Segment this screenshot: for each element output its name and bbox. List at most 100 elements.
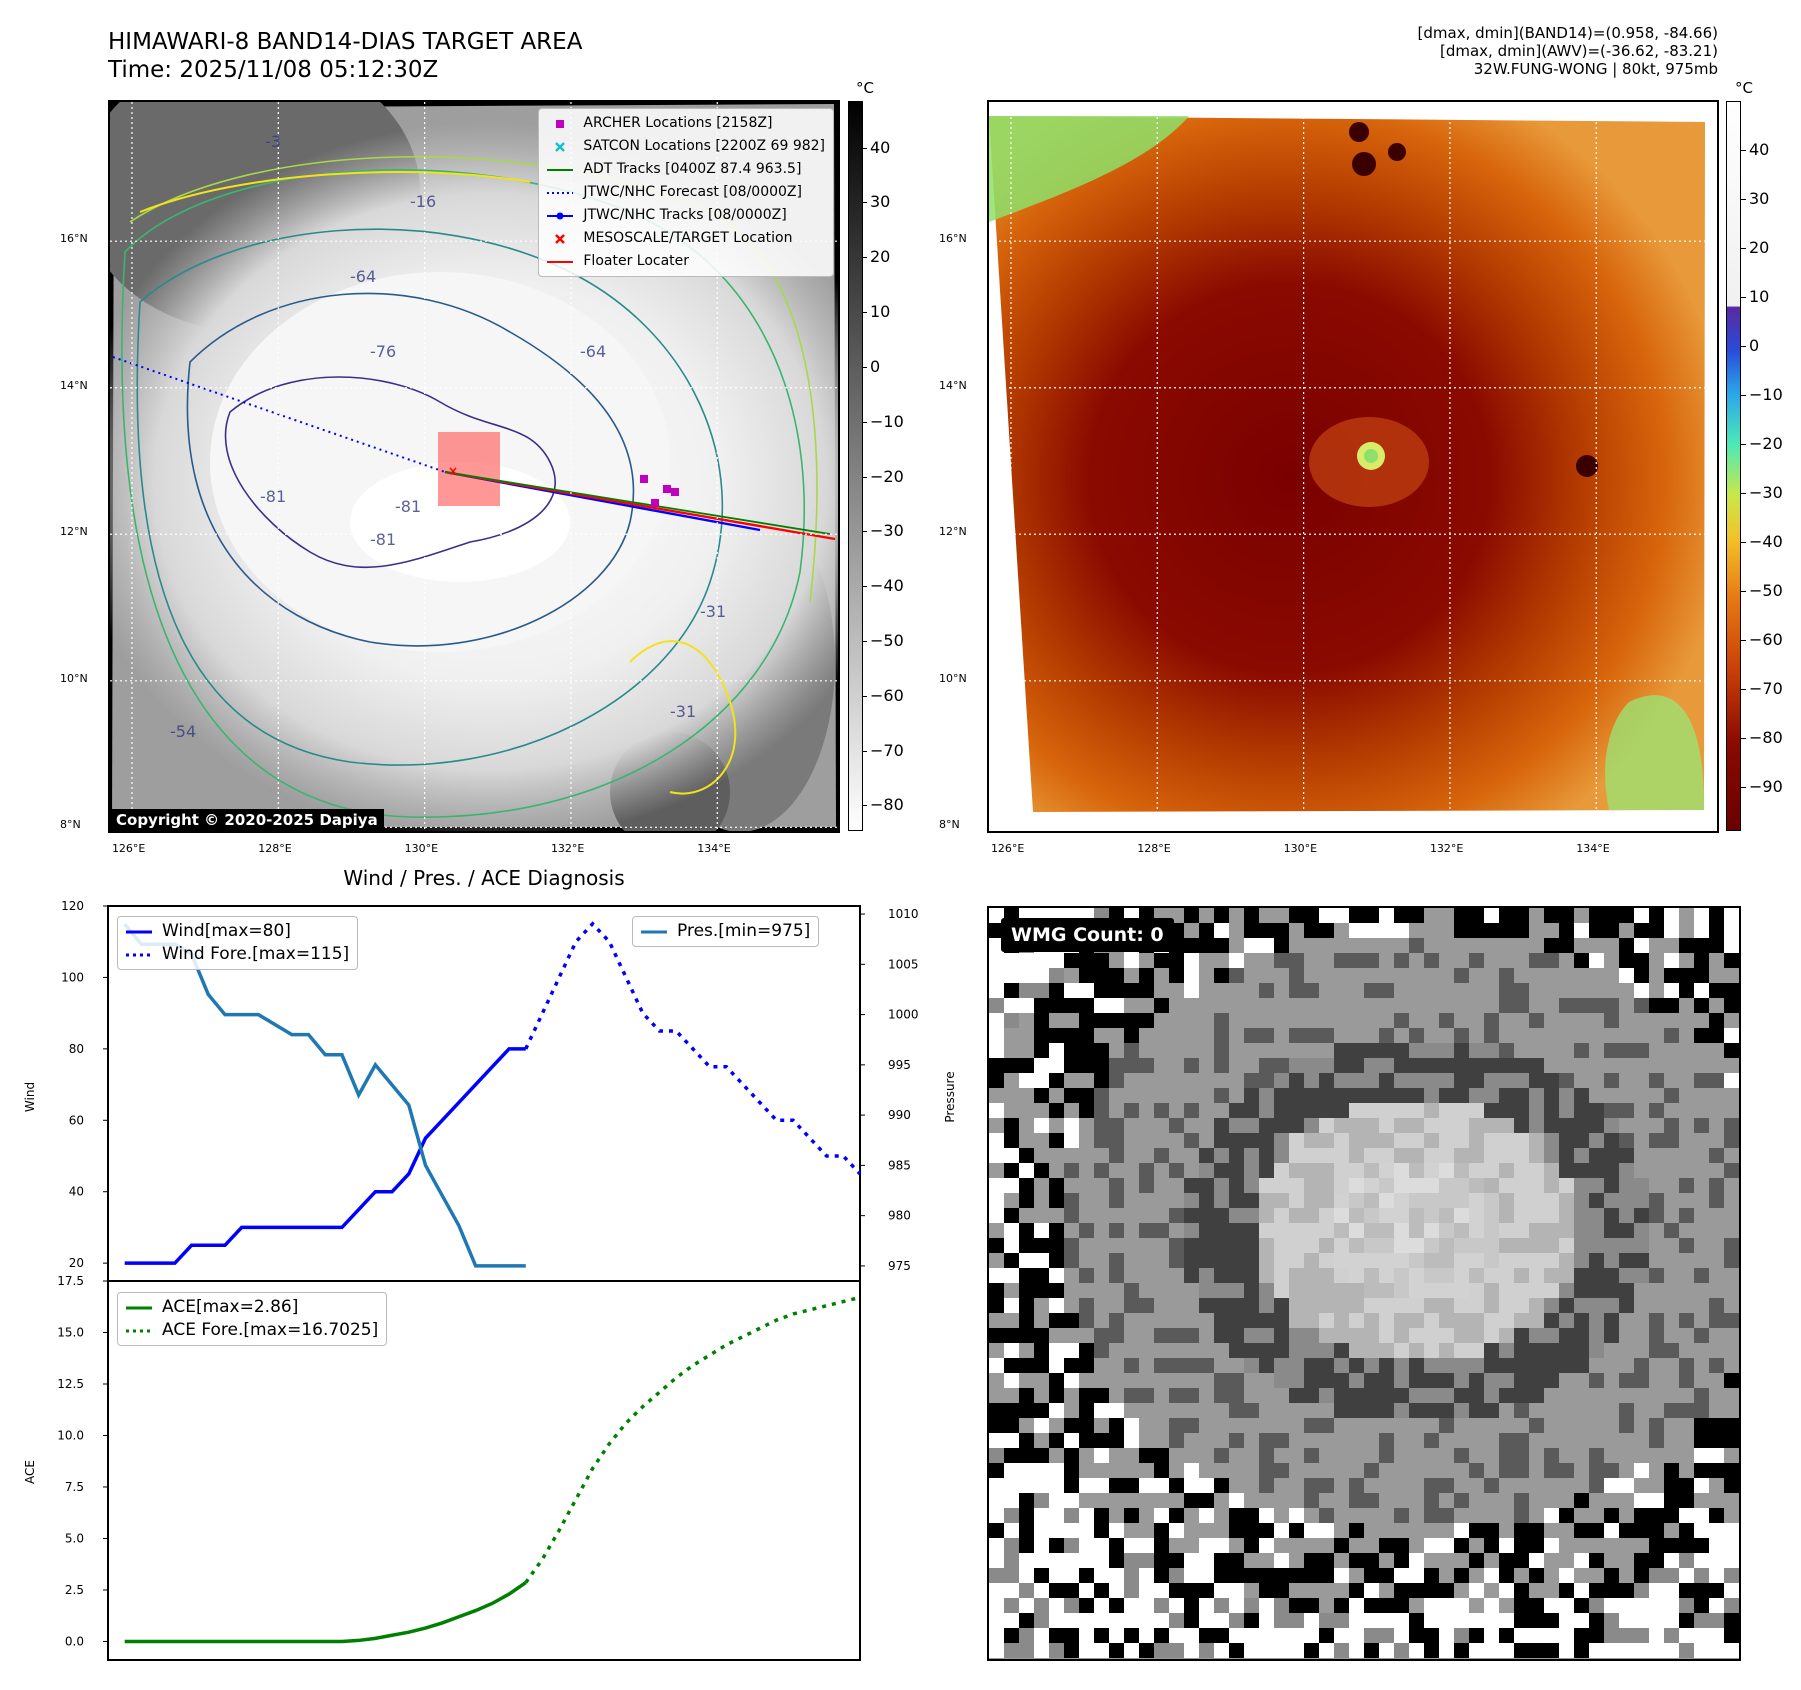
wmg-cell bbox=[1289, 1118, 1304, 1133]
wmg-cell bbox=[1094, 1493, 1109, 1508]
wmg-cell bbox=[1364, 1493, 1379, 1508]
legend-symbol bbox=[547, 210, 574, 222]
wmg-cell bbox=[1169, 1628, 1184, 1643]
wmg-cell bbox=[1124, 1553, 1139, 1568]
wmg-cell bbox=[1184, 1538, 1199, 1553]
wmg-cell bbox=[1664, 953, 1679, 968]
wmg-cell bbox=[1529, 1178, 1544, 1193]
colorbar-tick-mark bbox=[862, 750, 867, 752]
wmg-cell bbox=[1004, 1223, 1019, 1238]
wmg-cell bbox=[1514, 908, 1529, 923]
wmg-cell bbox=[1259, 1073, 1274, 1088]
wmg-cell bbox=[1109, 1598, 1124, 1613]
wmg-cell bbox=[1019, 1493, 1034, 1508]
wmg-cell bbox=[1484, 1148, 1499, 1163]
wmg-cell bbox=[1139, 1493, 1154, 1508]
wmg-cell bbox=[1364, 1028, 1379, 1043]
wmg-cell bbox=[1439, 923, 1454, 938]
wmg-cell bbox=[1199, 1193, 1214, 1208]
wmg-cell bbox=[1319, 1478, 1334, 1493]
wmg-cell bbox=[1259, 1598, 1274, 1613]
wmg-cell bbox=[1574, 1268, 1589, 1283]
wmg-cell bbox=[1619, 1193, 1634, 1208]
wmg-cell bbox=[1349, 1298, 1364, 1313]
wmg-cell bbox=[1679, 968, 1694, 983]
wmg-cell bbox=[1214, 1268, 1229, 1283]
wmg-cell bbox=[1274, 1223, 1289, 1238]
wmg-cell bbox=[1289, 1283, 1304, 1298]
wmg-cell bbox=[1679, 1208, 1694, 1223]
wmg-cell bbox=[1349, 1448, 1364, 1463]
wmg-cell bbox=[1289, 1568, 1304, 1583]
wmg-cell bbox=[1514, 1448, 1529, 1463]
wmg-cell bbox=[1364, 1583, 1379, 1598]
wmg-cell bbox=[1349, 1598, 1364, 1613]
wmg-cell bbox=[1724, 1013, 1739, 1028]
wmg-cell bbox=[1379, 1253, 1394, 1268]
wmg-cell bbox=[1259, 1148, 1274, 1163]
wmg-cell bbox=[989, 1073, 1004, 1088]
wmg-cell bbox=[1334, 1448, 1349, 1463]
wmg-cell bbox=[1124, 1058, 1139, 1073]
ace-legend: ACE[max=2.86] ACE Fore.[max=16.7025] bbox=[117, 1292, 388, 1346]
wmg-cell bbox=[1724, 1508, 1739, 1523]
wmg-cell bbox=[1229, 1028, 1244, 1043]
wmg-cell bbox=[1544, 908, 1559, 923]
wmg-cell bbox=[1019, 1253, 1034, 1268]
wmg-cell bbox=[1649, 1208, 1664, 1223]
wmg-cell bbox=[1664, 1418, 1679, 1433]
wmg-cell bbox=[1454, 1403, 1469, 1418]
wmg-cell bbox=[1034, 1223, 1049, 1238]
wmg-cell bbox=[1184, 1373, 1199, 1388]
wmg-cell bbox=[1184, 1163, 1199, 1178]
wmg-cell bbox=[1094, 1373, 1109, 1388]
wmg-cell bbox=[1544, 1508, 1559, 1523]
wmg-cell bbox=[1679, 1433, 1694, 1448]
wmg-cell bbox=[1544, 1553, 1559, 1568]
left-colorbar bbox=[848, 101, 863, 831]
wmg-cell bbox=[1589, 1643, 1604, 1658]
wmg-cell bbox=[1679, 1178, 1694, 1193]
colorbar-tick-mark bbox=[862, 695, 867, 697]
wmg-cell bbox=[1409, 1553, 1424, 1568]
wmg-cell bbox=[1619, 1478, 1634, 1493]
wmg-cell bbox=[1304, 983, 1319, 998]
wmg-cell bbox=[1379, 1628, 1394, 1643]
wmg-cell bbox=[1499, 1598, 1514, 1613]
wmg-cell bbox=[1064, 1283, 1079, 1298]
wmg-cell bbox=[1484, 1568, 1499, 1583]
wmg-cell bbox=[1109, 1133, 1124, 1148]
wmg-cell bbox=[1139, 1478, 1154, 1493]
wmg-cell bbox=[1634, 1088, 1649, 1103]
wmg-cell bbox=[1229, 1178, 1244, 1193]
wmg-cell bbox=[1709, 1223, 1724, 1238]
wmg-cell bbox=[1394, 1523, 1409, 1538]
wmg-cell bbox=[1574, 1118, 1589, 1133]
wmg-cell bbox=[1634, 1463, 1649, 1478]
wmg-cell bbox=[1559, 1283, 1574, 1298]
wmg-cell bbox=[1079, 1613, 1094, 1628]
wmg-cell bbox=[1304, 1328, 1319, 1343]
wmg-cell bbox=[1394, 1463, 1409, 1478]
ace-fore-legend-label: ACE Fore.[max=16.7025] bbox=[162, 1320, 379, 1340]
wmg-cell bbox=[1304, 1478, 1319, 1493]
wmg-cell bbox=[1139, 1133, 1154, 1148]
ace-forecast-series-line bbox=[524, 1295, 861, 1584]
wmg-cell bbox=[1244, 1628, 1259, 1643]
figure-title: HIMAWARI-8 BAND14-DIAS TARGET AREA Time:… bbox=[108, 28, 582, 84]
wmg-cell bbox=[1559, 1373, 1574, 1388]
wmg-cell bbox=[1334, 1058, 1349, 1073]
wmg-cell bbox=[1664, 1208, 1679, 1223]
colorbar-tick-label: −20 bbox=[870, 466, 904, 486]
contour-label: -81 bbox=[260, 487, 287, 506]
wmg-cell bbox=[1604, 1148, 1619, 1163]
wmg-cell bbox=[1574, 1493, 1589, 1508]
wmg-cell bbox=[1694, 1433, 1709, 1448]
wmg-cell bbox=[1304, 1028, 1319, 1043]
wmg-cell bbox=[1724, 1058, 1739, 1073]
wmg-cell bbox=[1349, 1118, 1364, 1133]
wmg-cell bbox=[1649, 1103, 1664, 1118]
wmg-cell bbox=[1109, 1088, 1124, 1103]
wmg-cell bbox=[1199, 1643, 1214, 1658]
wmg-cell bbox=[1169, 1268, 1184, 1283]
